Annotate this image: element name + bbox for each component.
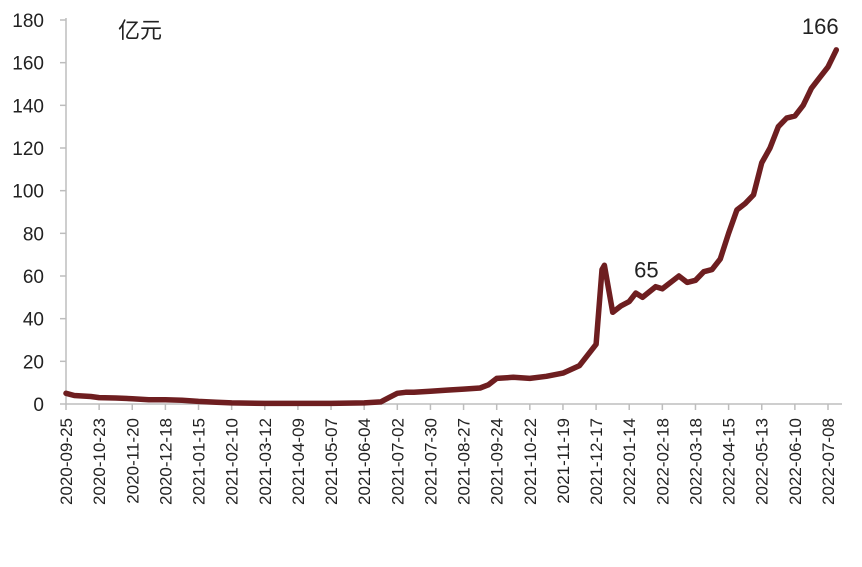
x-tick-label: 2021-11-19 [554,418,573,504]
series-line [63,47,840,407]
annotations: 65 166 [634,14,839,282]
y-tick-label: 140 [12,96,44,117]
x-tick-label: 2021-01-15 [190,418,209,505]
x-tick-label: 2021-04-09 [289,418,308,505]
y-tick-label: 40 [23,310,44,331]
y-axis: 0 20 40 60 80 100 120 140 160 180 [12,11,67,416]
x-tick-label: 2022-04-15 [720,418,739,505]
x-tick-label: 2021-08-27 [455,418,474,505]
y-tick-label: 0 [33,395,44,416]
data-label: 166 [802,14,839,39]
x-tick-label: 2022-06-10 [786,418,805,505]
y-tick-label: 120 [12,139,44,160]
x-tick-label: 2022-03-18 [686,418,705,505]
x-tick-label: 2021-03-12 [256,418,275,505]
x-tick-label: 2020-10-23 [90,418,109,505]
x-axis: 2020-09-25 2020-10-23 2020-11-20 2020-12-18… [57,403,842,505]
y-tick-label: 180 [12,11,44,32]
y-tick-label: 60 [23,267,44,288]
x-tick-label: 2020-09-25 [57,418,76,505]
x-tick-label: 2021-09-24 [488,418,507,505]
data-label: 65 [634,257,658,282]
x-tick-label: 2022-05-13 [753,418,772,505]
x-tick-label: 2021-07-02 [388,418,407,505]
x-tick-label: 2022-02-18 [653,418,672,505]
x-tick-label: 2022-07-08 [819,418,838,505]
x-tick-label: 2021-02-10 [223,418,242,505]
y-tick-label: 160 [12,54,44,75]
x-tick-label: 2021-05-07 [322,418,341,505]
x-tick-label: 2021-07-30 [421,418,440,505]
x-tick-label: 2021-06-04 [355,418,374,505]
x-tick-label: 2021-10-22 [521,418,540,505]
x-tick-label: 2020-11-20 [123,418,142,504]
x-tick-label: 2021-12-17 [587,418,606,505]
y-unit-label: 亿元 [118,19,162,44]
y-tick-label: 80 [23,224,44,245]
x-tick-label: 2020-12-18 [156,418,175,505]
y-tick-label: 100 [12,182,44,203]
x-tick-label: 2022-01-14 [620,418,639,505]
y-tick-label: 20 [23,352,44,373]
